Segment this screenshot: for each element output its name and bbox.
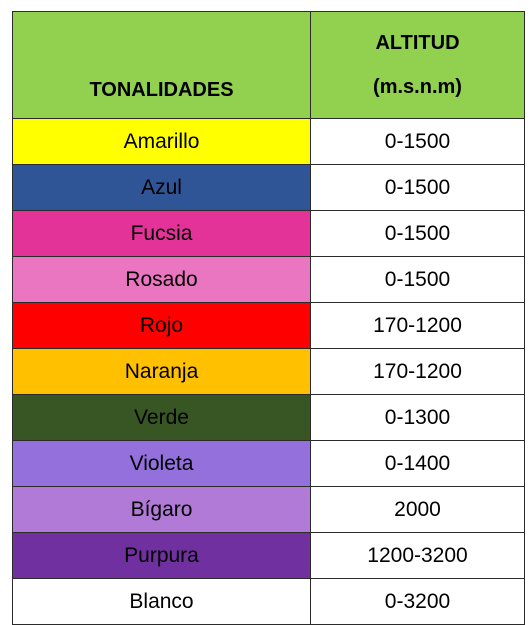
header-tonalidades: TONALIDADES: [12, 11, 311, 119]
altitud-cell: 170-1200: [310, 348, 525, 395]
header-altitud-unit: (m.s.n.m): [373, 76, 462, 98]
tonalidad-cell: Azul: [12, 164, 311, 211]
tonalidad-cell: Rojo: [12, 302, 311, 349]
table-header: TONALIDADES ALTITUD (m.s.n.m): [12, 11, 525, 119]
table-row: Violeta 0-1400: [12, 440, 525, 487]
tonalidad-cell: Rosado: [12, 256, 311, 303]
tonalidad-cell: Violeta: [12, 440, 311, 487]
altitud-cell: 0-1500: [310, 164, 525, 211]
table-row: Rojo 170-1200: [12, 302, 525, 349]
altitud-cell: 2000: [310, 486, 525, 533]
altitud-cell: 0-3200: [310, 578, 525, 625]
tonalidad-cell: Purpura: [12, 532, 311, 579]
tonalidad-cell: Fucsia: [12, 210, 311, 257]
tonalidad-cell: Amarillo: [12, 118, 311, 165]
altitud-cell: 1200-3200: [310, 532, 525, 579]
altitud-cell: 170-1200: [310, 302, 525, 349]
altitud-cell: 0-1400: [310, 440, 525, 487]
header-altitud-title: ALTITUD: [375, 32, 460, 54]
table-row: Blanco 0-3200: [12, 578, 525, 625]
table-row: Amarillo 0-1500: [12, 118, 525, 165]
altitud-cell: 0-1500: [310, 210, 525, 257]
table-row: Purpura 1200-3200: [12, 532, 525, 579]
tonalidades-altitud-table: TONALIDADES ALTITUD (m.s.n.m) Amarillo 0-…: [12, 11, 525, 625]
table-body: Amarillo 0-1500 Azul 0-1500 Fucsia 0-1500 Rosa…: [12, 118, 525, 625]
table-row: Azul 0-1500: [12, 164, 525, 211]
table-row: Naranja 170-1200: [12, 348, 525, 395]
altitud-cell: 0-1300: [310, 394, 525, 441]
table-row: Fucsia 0-1500: [12, 210, 525, 257]
table-row: Verde 0-1300: [12, 394, 525, 441]
tonalidad-cell: Naranja: [12, 348, 311, 395]
tonalidad-cell: Verde: [12, 394, 311, 441]
altitud-cell: 0-1500: [310, 256, 525, 303]
tonalidad-cell: Blanco: [12, 578, 311, 625]
table-row: Bígaro 2000: [12, 486, 525, 533]
table-row: Rosado 0-1500: [12, 256, 525, 303]
header-altitud: ALTITUD (m.s.n.m): [310, 11, 525, 119]
altitud-cell: 0-1500: [310, 118, 525, 165]
tonalidad-cell: Bígaro: [12, 486, 311, 533]
header-row: TONALIDADES ALTITUD (m.s.n.m): [12, 11, 525, 119]
